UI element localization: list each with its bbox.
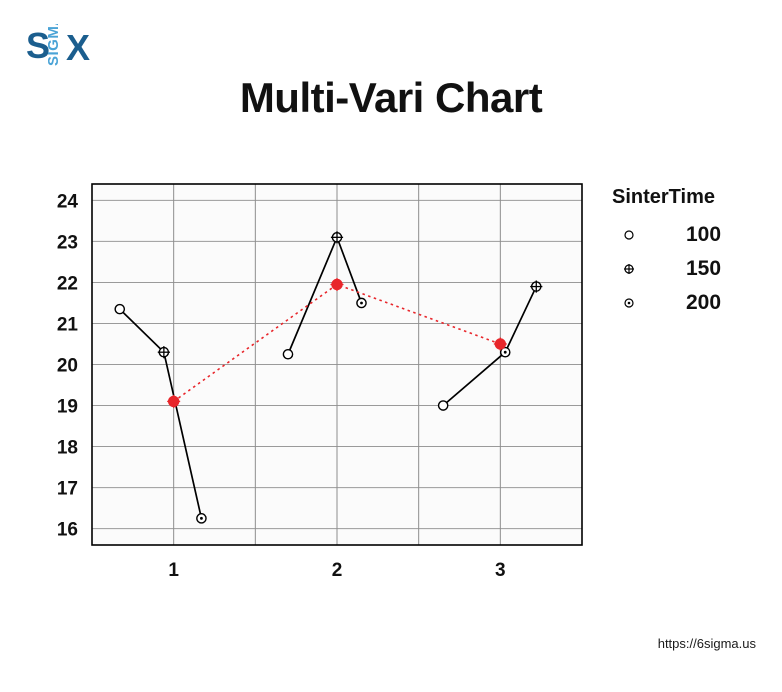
open-circle-icon [616, 227, 642, 243]
open-circle-icon [437, 400, 449, 411]
y-axis-tick-23: 23 [57, 232, 78, 253]
marker-dot [503, 350, 507, 354]
legend-item-150[interactable]: 150 [612, 252, 772, 286]
x-axis-tick-3: 3 [495, 560, 506, 581]
legend-title: SinterTime [612, 186, 715, 208]
crossed-filled-circle-icon [167, 394, 181, 408]
mean-line [173, 283, 501, 403]
marker-dot [200, 516, 203, 520]
dotted-circle-icon [616, 295, 642, 311]
y-axis-tick-24: 24 [57, 191, 79, 212]
crossed-circle-icon [330, 231, 344, 244]
marker-ring [114, 303, 126, 315]
chart-legend: SinterTime 100 150 200 [612, 186, 772, 320]
y-axis-tick-20: 20 [57, 356, 78, 377]
page-title: Multi-Vari Chart [239, 74, 543, 121]
logo-sigma-vertical: SIGMA [45, 14, 62, 66]
logo-text-sigma: SIGMA [45, 24, 62, 66]
y-axis-tick-17: 17 [57, 479, 78, 500]
dotted-circle-icon [356, 297, 367, 309]
legend-label-100: 100 [686, 223, 722, 246]
y-axis-tick-16: 16 [57, 520, 78, 541]
x-axis-tick-1: 1 [168, 560, 179, 581]
open-circle-icon [282, 348, 294, 360]
legend-label-200: 200 [686, 291, 722, 314]
marker-ring [282, 348, 294, 360]
dotted-circle-icon [196, 513, 207, 524]
brand-logo-svg: S SIGMA X [26, 14, 90, 68]
brand-logo: S SIGMA X [26, 14, 136, 68]
dotted-circle-icon [499, 346, 511, 358]
crossed-circle-icon [157, 346, 170, 359]
logo-letter-s: S [26, 25, 50, 66]
marker-ring [437, 400, 449, 411]
plot-frame [91, 183, 583, 546]
crossed-filled-circle-icon [330, 278, 344, 292]
legend-label-150: 150 [686, 257, 722, 280]
legend-item-100[interactable]: 100 [612, 218, 772, 252]
logo-letter-x: X [66, 27, 90, 68]
y-axis-tick-21: 21 [57, 314, 79, 335]
y-axis-tick-19: 19 [57, 397, 78, 418]
y-axis-tick-22: 22 [57, 273, 78, 294]
legend-item-200[interactable]: 200 [612, 286, 772, 320]
crossed-circle-icon [616, 261, 642, 277]
y-axis-tick-18: 18 [57, 438, 78, 459]
crossed-filled-circle-icon [493, 337, 507, 351]
footer-url: https://6sigma.us [657, 636, 756, 651]
open-circle-icon [114, 303, 126, 315]
crossed-circle-icon [530, 280, 543, 293]
x-axis-tick-2: 2 [332, 560, 343, 581]
marker-dot [360, 301, 363, 305]
